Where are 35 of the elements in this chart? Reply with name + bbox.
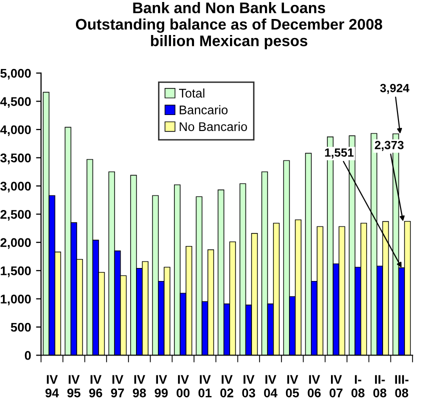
x-tick-label: IV 06 [308,375,321,398]
legend-label: Total [179,88,204,98]
annotation: 1,551 [325,148,354,158]
y-tick-label: 3,000 [0,182,31,192]
x-tick-label: IV 03 [242,375,256,398]
y-tick-label: 500 [10,322,31,332]
annotation: 2,373 [374,140,404,151]
x-tick-label: IV 97 [111,375,124,398]
y-tick-label: 0 [24,351,31,360]
y-tick-label: 4,000 [0,125,31,136]
legend-label: No Bancario [180,122,248,132]
x-tick-label: IV 02 [220,375,234,398]
x-tick-label: IV 07 [330,375,342,398]
y-tick-label: 2,500 [0,210,31,221]
x-tick-label: III- 08 [395,375,408,398]
annotation: 3,924 [380,84,410,94]
x-tick-label: II- 08 [373,375,386,398]
y-tick-label: 1,500 [0,266,31,278]
x-tick-label: IV 01 [198,375,212,398]
x-tick-label: IV 99 [154,375,168,398]
y-tick-label: 5,000 [0,68,31,80]
x-tick-label: IV 94 [45,375,59,398]
x-tick-label: IV 05 [286,375,299,398]
chart-title: Bank and Non Bank Loans Outstanding balance as of December 2008 billion Mexican pesos [76,2,382,50]
x-tick-label: IV 04 [264,375,278,398]
y-tick-label: 4,500 [0,97,31,108]
y-tick-label: 2,000 [0,238,31,249]
y-tick-label: 1,000 [0,294,31,306]
legend-label: Bancario [180,105,228,114]
x-tick-label: IV 96 [89,375,102,398]
x-tick-label: I- 08 [351,375,364,398]
y-tick-label: 3,500 [0,154,31,164]
x-tick-label: IV 95 [67,375,80,398]
x-tick-label: IV 00 [176,375,190,398]
x-tick-label: IV 98 [132,375,146,398]
